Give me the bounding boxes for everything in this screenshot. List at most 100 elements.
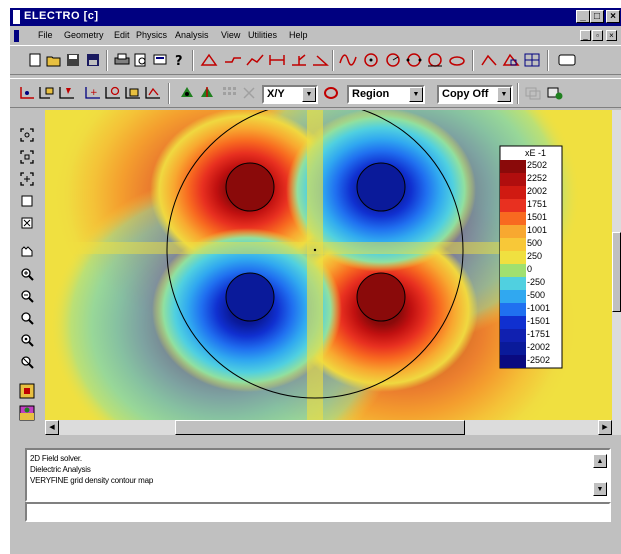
legend-label: 1001 [527,225,547,235]
legend-label: 1751 [527,199,547,209]
output-log[interactable]: 2D Field solver. Dielectric Analysis VER… [25,448,611,502]
zoom-next-icon[interactable] [18,331,36,349]
draw-arc-icon[interactable] [311,51,329,69]
circle-center-icon[interactable] [362,51,380,69]
legend-label: -500 [527,290,545,300]
log-scroll-up-button[interactable]: ▲ [593,454,607,468]
layers-disabled-icon[interactable] [524,84,542,102]
circle-3point-icon[interactable] [405,51,423,69]
menu-help[interactable]: Help [289,30,308,40]
field-plot-canvas[interactable]: xE -1 2502 2252 2002 1751 1501 1001 500 … [45,110,612,420]
status-bar [10,526,621,554]
boundary-condition-icon[interactable] [38,84,56,102]
plot-setup-icon[interactable] [144,84,162,102]
zoom-previous-icon[interactable] [18,309,36,327]
snap-disabled-icon[interactable] [240,84,258,102]
zoom-all-icon[interactable] [18,170,36,188]
selection-mode-select[interactable]: Region ▼ [347,85,425,104]
maximize-button[interactable]: □ [590,10,604,23]
region-icon[interactable] [502,51,520,69]
ellipse-icon[interactable] [448,51,466,69]
dimension-h-icon[interactable] [268,51,286,69]
svg-text:?: ? [175,54,183,67]
menu-analysis[interactable]: Analysis [175,30,209,40]
minimize-button[interactable]: _ [576,10,590,23]
fillet-icon[interactable] [480,51,498,69]
dimension-angle-icon[interactable] [290,51,308,69]
print-icon[interactable] [113,51,131,69]
circle-radius-icon[interactable] [384,51,402,69]
menu-physics[interactable]: Physics [136,30,168,40]
zoom-window-icon[interactable] [18,148,36,166]
command-input[interactable] [25,502,611,522]
view-toolbar [10,110,44,428]
window-icon[interactable] [558,51,576,69]
contour-map: xE -1 2502 2252 2002 1751 1501 1001 500 … [45,110,612,420]
chevron-down-icon[interactable]: ▼ [497,87,511,102]
save-icon[interactable] [64,51,82,69]
solve-icon[interactable] [178,84,196,102]
mdi-minimize-button[interactable]: _ [580,30,591,41]
mdi-restore-button[interactable]: ▫ [592,30,603,41]
pan-icon[interactable] [18,242,36,260]
zoom-in-icon[interactable] [18,265,36,283]
open-file-icon[interactable] [45,51,63,69]
charge-icon[interactable]: + [84,84,102,102]
grid-disabled-icon[interactable] [220,84,238,102]
solve-field-icon[interactable] [198,84,216,102]
mesh-icon[interactable] [523,51,541,69]
horizontal-scrollbar[interactable]: ◀ ▶ [45,420,612,435]
close-button[interactable]: × [606,10,620,23]
disk-icon[interactable] [84,51,102,69]
help-icon[interactable]: ? [170,51,188,69]
axis-origin-icon[interactable] [18,84,36,102]
log-scroll-down-button[interactable]: ▼ [593,482,607,496]
select-icon[interactable] [18,192,36,210]
title-bar[interactable]: ELECTRO [c] _ □ × [10,8,621,26]
legend-label: 500 [527,238,542,248]
scroll-left-button[interactable]: ◀ [45,420,59,435]
draw-curve-icon[interactable] [339,51,357,69]
legend-label: 0 [527,264,532,274]
copy-mode-select[interactable]: Copy Off ▼ [437,85,513,104]
material-icon[interactable] [104,84,122,102]
circle-tangent-icon[interactable] [426,51,444,69]
draw-triangle-icon[interactable] [200,51,218,69]
source-icon[interactable] [58,84,76,102]
menu-file[interactable]: File [38,30,53,40]
app-icon[interactable] [13,10,20,24]
grid-icon[interactable] [18,214,36,232]
view-plane-select[interactable]: X/Y ▼ [262,85,318,104]
legend-label: -1001 [527,303,550,313]
zoom-out-icon[interactable] [18,287,36,305]
menu-utilities[interactable]: Utilities [248,30,278,40]
grid-setup-icon[interactable] [124,84,142,102]
chevron-down-icon[interactable]: ▼ [302,87,316,102]
new-file-icon[interactable] [26,51,44,69]
log-line: Dielectric Analysis [30,465,91,474]
palette-icon[interactable] [18,404,36,422]
chevron-down-icon[interactable]: ▼ [409,87,423,102]
document-icon[interactable] [14,30,19,42]
layer-icon[interactable] [18,382,36,400]
draw-line-icon[interactable] [224,51,242,69]
secondary-toolbar: + X/Y ▼ Region [10,78,621,108]
app-window: ELECTRO [c] _ □ × File Geometry Edit Phy… [10,8,621,554]
draw-polyline-icon[interactable] [246,51,264,69]
zoom-fit-icon[interactable] [18,126,36,144]
mdi-close-button[interactable]: × [606,30,617,41]
horizontal-scroll-thumb[interactable] [175,420,465,435]
menu-geometry[interactable]: Geometry [64,30,104,40]
copy-mode-value: Copy Off [442,88,489,100]
main-toolbar: ? [10,45,621,75]
export-icon[interactable] [151,51,169,69]
ellipse-select-icon[interactable] [322,84,340,102]
vertical-scroll-thumb[interactable] [612,232,621,312]
redraw-icon[interactable] [18,353,36,371]
menu-view[interactable]: View [221,30,241,40]
scroll-right-button[interactable]: ▶ [598,420,612,435]
print-preview-icon[interactable] [132,51,150,69]
menu-edit[interactable]: Edit [114,30,130,40]
vertical-scrollbar[interactable] [612,110,621,435]
refresh-icon[interactable] [546,84,564,102]
